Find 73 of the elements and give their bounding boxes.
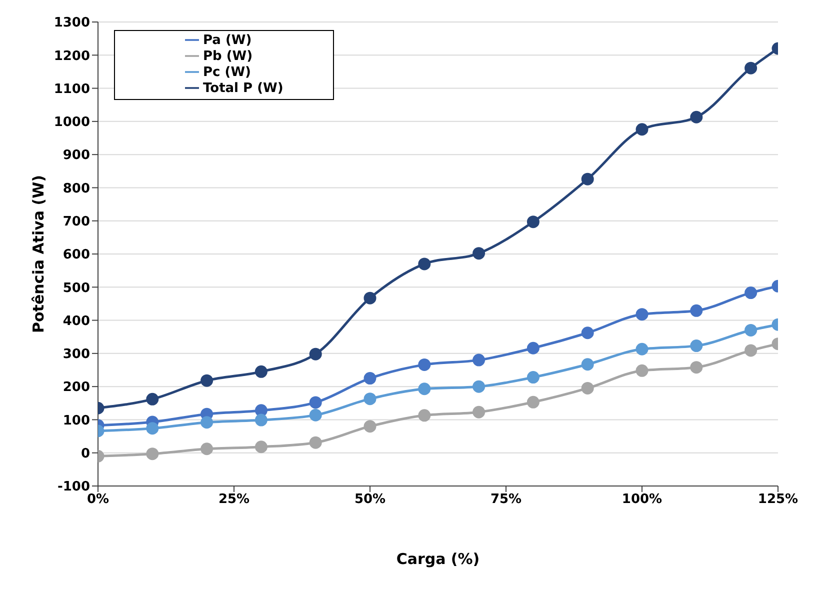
y-tick-label: 600 <box>62 248 90 263</box>
point <box>581 326 594 340</box>
point <box>690 340 703 352</box>
point <box>526 396 540 408</box>
y-tick-label: 400 <box>62 314 90 329</box>
point <box>526 216 540 228</box>
y-tick-label: 1200 <box>54 48 90 64</box>
point <box>364 392 376 406</box>
point <box>254 365 268 378</box>
point <box>581 172 594 186</box>
point <box>200 416 214 429</box>
point <box>472 380 486 393</box>
x-axis-title: Carga (%) <box>396 550 480 568</box>
point <box>364 420 376 433</box>
y-tick-label: 1100 <box>54 82 90 97</box>
y-tick-label: 900 <box>62 148 90 164</box>
point <box>472 247 486 260</box>
point <box>418 358 431 371</box>
y-axis-title: Potência Ativa (W) <box>29 175 48 333</box>
point <box>690 304 703 317</box>
legend-label: Pc (W) <box>203 65 251 80</box>
point <box>418 409 431 422</box>
point <box>690 110 703 124</box>
point <box>744 324 758 336</box>
x-tick-label: 100% <box>622 492 662 508</box>
y-tick-label: -100 <box>57 480 90 495</box>
point <box>581 382 594 394</box>
legend-label: Pa (W) <box>203 33 252 48</box>
point <box>526 342 540 354</box>
x-tick-label: 25% <box>218 492 250 508</box>
y-tick-label: 800 <box>62 181 90 196</box>
x-tick-label: 50% <box>354 492 386 508</box>
point <box>472 406 486 418</box>
point <box>309 348 322 360</box>
y-tick-label: 100 <box>62 413 90 428</box>
point <box>146 422 159 435</box>
point <box>200 442 214 456</box>
point <box>744 344 758 357</box>
point <box>636 364 648 377</box>
y-tick-label: 0 <box>80 446 90 462</box>
x-tick-label: 0% <box>86 492 110 508</box>
point <box>744 62 758 74</box>
point <box>254 414 268 426</box>
x-tick-label: 75% <box>490 492 522 508</box>
x-tick-label: 125% <box>758 492 798 508</box>
point <box>254 404 268 417</box>
point <box>636 308 648 321</box>
y-tick-label: 700 <box>62 214 90 230</box>
point <box>200 374 214 387</box>
point <box>364 372 376 385</box>
y-tick-label: 500 <box>62 280 90 296</box>
legend-label: Total P (W) <box>203 81 284 96</box>
y-tick-label: 1300 <box>54 16 90 31</box>
point <box>309 436 322 449</box>
y-tick-label: 1000 <box>54 115 90 130</box>
y-tick-label: 300 <box>62 347 90 362</box>
point <box>418 382 431 396</box>
point <box>636 342 648 356</box>
point <box>309 408 322 422</box>
point <box>309 396 322 409</box>
y-tick-label: 200 <box>62 380 90 396</box>
point <box>472 354 486 366</box>
point <box>526 371 540 384</box>
point <box>254 440 268 454</box>
point <box>636 123 648 136</box>
point <box>146 448 159 460</box>
point <box>364 292 376 304</box>
point <box>690 361 703 374</box>
point <box>146 392 159 406</box>
point <box>418 258 431 270</box>
point <box>581 358 594 371</box>
point <box>744 286 758 300</box>
legend-label: Pb (W) <box>203 49 253 64</box>
